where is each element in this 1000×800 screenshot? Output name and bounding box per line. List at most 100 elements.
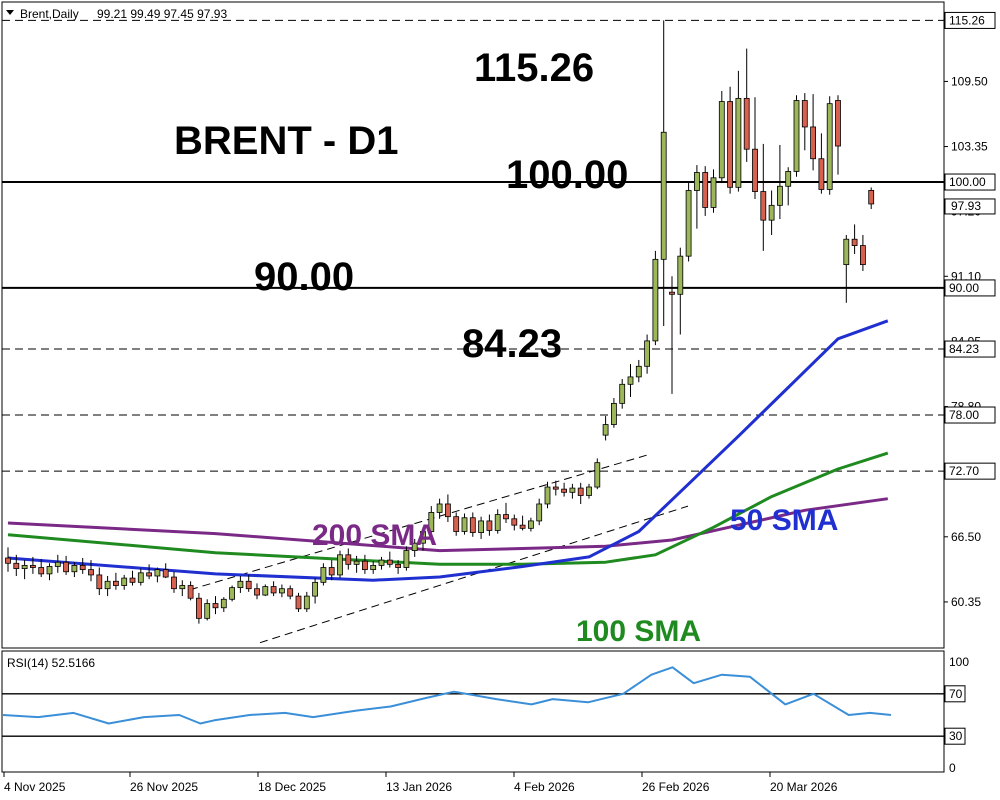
level-price-label: 84.23 <box>949 342 979 356</box>
candle-body <box>361 560 368 571</box>
level-price-box <box>944 406 996 424</box>
candle-body <box>204 603 211 619</box>
candle-body <box>511 518 518 526</box>
sma50-line <box>7 319 889 582</box>
candle <box>552 480 559 496</box>
channel-line-1 <box>189 453 651 591</box>
candle-body <box>337 554 343 576</box>
candle <box>262 584 269 597</box>
candle <box>569 483 576 499</box>
candle-body <box>96 574 103 590</box>
rsi-tick-label: 30 <box>949 729 963 743</box>
candle-body <box>569 487 576 493</box>
candle-body <box>768 204 775 221</box>
candle <box>303 591 310 612</box>
candle <box>461 513 468 535</box>
price-pane <box>1 1 945 649</box>
candle-body <box>677 255 684 295</box>
candle-body <box>113 580 119 586</box>
candle <box>528 517 534 532</box>
candle <box>660 20 667 327</box>
candle-body <box>254 588 260 596</box>
candle-body <box>469 517 476 533</box>
rsi-pane-frame <box>1 650 945 773</box>
dropdown-triangle-icon[interactable] <box>6 10 14 15</box>
candle <box>328 560 335 581</box>
time-axis: 4 Nov 2025 26 Nov 2025 18 Dec 2025 13 Jan 2… <box>3 772 838 794</box>
candle-body <box>461 517 468 532</box>
rsi-tick-label: 100 <box>949 655 969 669</box>
level-price-box <box>944 173 996 191</box>
candle-body <box>843 238 850 266</box>
annotation-84: 84.23 <box>462 322 562 366</box>
candle <box>818 133 825 194</box>
candle-body <box>71 564 78 573</box>
candle-body <box>154 569 161 577</box>
price-tick-label: 66.50 <box>951 530 981 544</box>
rsi-level-box <box>944 685 966 703</box>
candle <box>212 596 219 615</box>
level-price-box <box>944 11 996 29</box>
candle-body <box>652 258 659 342</box>
candle-body <box>237 580 244 589</box>
candle-body <box>602 424 609 436</box>
candle <box>146 564 153 580</box>
annotation-90: 90.00 <box>254 255 354 299</box>
price-pane-frame <box>1 1 945 649</box>
candle-body <box>810 126 816 160</box>
candle-body <box>793 100 800 172</box>
candle <box>312 578 319 604</box>
candle <box>619 379 626 409</box>
candle <box>677 247 684 335</box>
candle-body <box>370 564 377 571</box>
candle <box>785 167 792 206</box>
candle <box>727 86 733 194</box>
time-tick-label: 13 Jan 2026 <box>386 780 452 794</box>
candle <box>486 514 493 536</box>
candle <box>278 584 285 598</box>
candle-body <box>328 567 335 576</box>
candle-body <box>63 561 69 573</box>
candle-body <box>503 514 509 520</box>
candle <box>46 563 53 581</box>
annotation-100: 100.00 <box>506 153 628 197</box>
level-price-box <box>944 279 996 297</box>
candle-body <box>436 503 443 513</box>
candle-body <box>54 561 61 567</box>
candle-body <box>594 462 601 488</box>
rsi-line <box>2 666 892 725</box>
level-price-label: 100.00 <box>949 175 986 189</box>
level-price-label: 78.00 <box>949 408 979 422</box>
candle <box>162 563 169 579</box>
level-price-box <box>944 340 996 358</box>
candle-body <box>229 587 236 600</box>
candle <box>860 234 866 271</box>
candle-body <box>79 564 86 571</box>
candle-body <box>777 185 783 206</box>
sma200-label: 200 SMA <box>312 519 437 552</box>
candle <box>104 575 111 597</box>
candle-body <box>411 542 418 551</box>
sma-lines <box>7 319 889 582</box>
candle-body <box>453 516 460 532</box>
candle-body <box>577 487 584 496</box>
candle-body <box>735 97 742 188</box>
candle <box>644 334 650 374</box>
candle <box>88 560 94 582</box>
candle-body <box>303 595 310 610</box>
candle-body <box>320 567 327 583</box>
candle-body <box>171 576 177 590</box>
candle <box>843 234 850 303</box>
rsi-tick-label: 0 <box>949 761 956 775</box>
candle-body <box>528 520 534 529</box>
candle-body <box>619 383 626 404</box>
price-tick-label: 60.35 <box>951 595 981 609</box>
candle <box>187 581 194 601</box>
candle <box>627 364 634 398</box>
sma50-label: 50 SMA <box>730 504 838 537</box>
candle <box>113 572 119 590</box>
candle-body <box>137 572 144 583</box>
candle <box>13 554 20 576</box>
candle-body <box>660 131 667 260</box>
